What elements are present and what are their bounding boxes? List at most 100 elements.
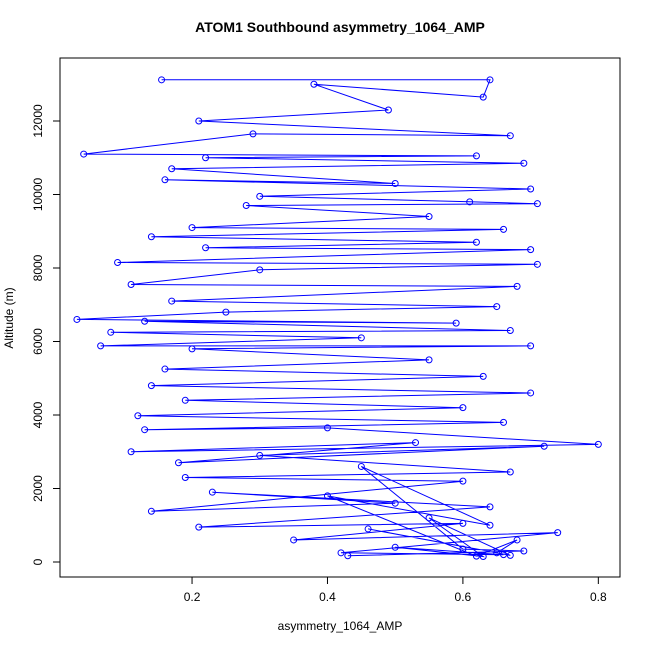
x-tick-label: 0.6 — [455, 590, 472, 604]
data-point — [181, 396, 189, 404]
data-point — [472, 238, 480, 246]
data-point — [425, 213, 433, 221]
data-point — [114, 258, 122, 266]
data-point — [479, 372, 487, 380]
data-point — [527, 185, 535, 193]
data-point — [175, 459, 183, 467]
data-point — [134, 412, 142, 420]
data-point — [357, 462, 365, 470]
data-point — [141, 426, 149, 434]
data-point — [425, 514, 433, 522]
data-point — [459, 545, 467, 553]
data-point — [506, 468, 514, 476]
data-point — [202, 154, 210, 162]
x-tick-label: 0.8 — [590, 590, 607, 604]
data-point — [459, 404, 467, 412]
data-point — [127, 281, 135, 289]
data-point — [533, 260, 541, 268]
data-point — [513, 282, 521, 290]
data-point — [364, 525, 372, 533]
x-axis-label: asymmetry_1064_AMP — [278, 619, 403, 633]
x-tick-label: 0.2 — [184, 590, 201, 604]
data-point — [533, 200, 541, 208]
data-point — [256, 451, 264, 459]
chart-title: ATOM1 Southbound asymmetry_1064_AMP — [195, 19, 485, 35]
data-point — [500, 225, 508, 233]
data-point — [188, 224, 196, 232]
data-point — [323, 424, 331, 432]
y-tick-label: 0 — [31, 558, 45, 565]
y-tick-label: 8000 — [31, 254, 45, 281]
data-point — [486, 76, 494, 84]
data-point — [188, 345, 196, 353]
data-point — [513, 536, 521, 544]
data-point — [493, 549, 501, 557]
data-point — [425, 356, 433, 364]
data-point — [337, 549, 345, 557]
data-point — [384, 106, 392, 114]
data-point — [323, 492, 331, 500]
data-point — [506, 326, 514, 334]
data-point — [249, 130, 257, 138]
data-point — [256, 192, 264, 200]
series-line — [76, 79, 599, 558]
data-point — [357, 334, 365, 342]
data-point — [147, 507, 155, 515]
data-point — [391, 499, 399, 507]
data-point — [594, 440, 602, 448]
data-point — [208, 488, 216, 496]
data-point — [158, 76, 166, 84]
data-point — [80, 150, 88, 158]
data-point — [520, 159, 528, 167]
data-point — [466, 198, 474, 206]
data-point — [412, 439, 420, 447]
data-point — [479, 552, 487, 560]
data-point — [540, 442, 548, 450]
data-point — [222, 308, 230, 316]
data-point — [486, 503, 494, 511]
data-point — [161, 176, 169, 184]
data-point — [452, 319, 460, 327]
data-point — [506, 132, 514, 140]
data-point — [472, 152, 480, 160]
data-point — [256, 266, 264, 274]
data-point — [459, 477, 467, 485]
x-tick-label: 0.4 — [319, 590, 336, 604]
data-point — [73, 315, 81, 323]
data-point — [202, 244, 210, 252]
data-point — [506, 551, 514, 559]
data-point — [242, 202, 250, 210]
y-tick-label: 12000 — [31, 104, 45, 138]
y-tick-label: 10000 — [31, 177, 45, 211]
data-point — [181, 473, 189, 481]
data-point — [500, 551, 508, 559]
data-point — [520, 547, 528, 555]
data-point — [479, 93, 487, 101]
data-point — [97, 342, 105, 350]
data-point — [344, 552, 352, 560]
data-point — [147, 233, 155, 241]
data-point — [554, 529, 562, 537]
y-axis-label: Altitude (m) — [2, 287, 16, 348]
plot-frame — [59, 57, 621, 578]
data-point — [168, 297, 176, 305]
data-point — [527, 246, 535, 254]
data-point — [500, 418, 508, 426]
y-tick-label: 6000 — [31, 328, 45, 355]
data-point — [527, 389, 535, 397]
data-point — [527, 342, 535, 350]
data-point — [168, 165, 176, 173]
data-point — [391, 543, 399, 551]
data-point — [310, 80, 318, 88]
data-point — [161, 365, 169, 373]
data-point — [472, 552, 480, 560]
data-point — [141, 317, 149, 325]
data-point — [290, 536, 298, 544]
data-point — [195, 117, 203, 125]
data-point — [147, 382, 155, 390]
data-point — [391, 179, 399, 187]
data-point — [127, 448, 135, 456]
data-point — [107, 328, 115, 336]
